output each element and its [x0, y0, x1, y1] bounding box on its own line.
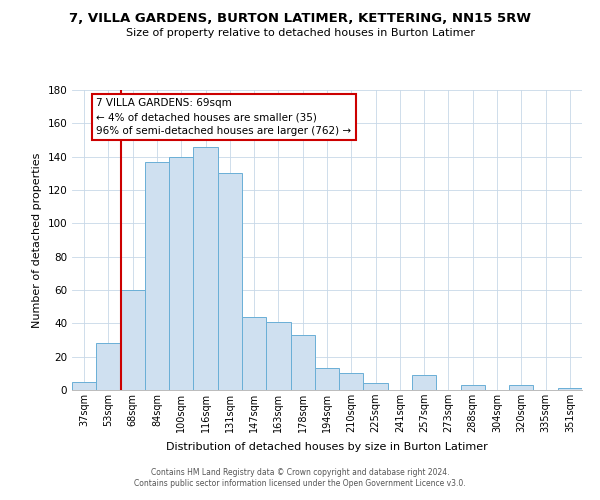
Text: Contains HM Land Registry data © Crown copyright and database right 2024.
Contai: Contains HM Land Registry data © Crown c…	[134, 468, 466, 487]
Y-axis label: Number of detached properties: Number of detached properties	[32, 152, 42, 328]
Bar	[72, 382, 96, 390]
Bar	[193, 146, 218, 390]
Bar	[558, 388, 582, 390]
Bar	[121, 290, 145, 390]
Text: 7, VILLA GARDENS, BURTON LATIMER, KETTERING, NN15 5RW: 7, VILLA GARDENS, BURTON LATIMER, KETTER…	[69, 12, 531, 26]
Bar	[509, 385, 533, 390]
Bar	[218, 174, 242, 390]
Bar	[339, 374, 364, 390]
Bar	[266, 322, 290, 390]
Bar	[364, 384, 388, 390]
Bar	[315, 368, 339, 390]
Bar	[412, 375, 436, 390]
Bar	[290, 335, 315, 390]
Bar	[145, 162, 169, 390]
Text: Distribution of detached houses by size in Burton Latimer: Distribution of detached houses by size …	[166, 442, 488, 452]
Text: 7 VILLA GARDENS: 69sqm
← 4% of detached houses are smaller (35)
96% of semi-deta: 7 VILLA GARDENS: 69sqm ← 4% of detached …	[96, 98, 352, 136]
Bar	[96, 344, 121, 390]
Text: Size of property relative to detached houses in Burton Latimer: Size of property relative to detached ho…	[125, 28, 475, 38]
Bar	[169, 156, 193, 390]
Bar	[242, 316, 266, 390]
Bar	[461, 385, 485, 390]
